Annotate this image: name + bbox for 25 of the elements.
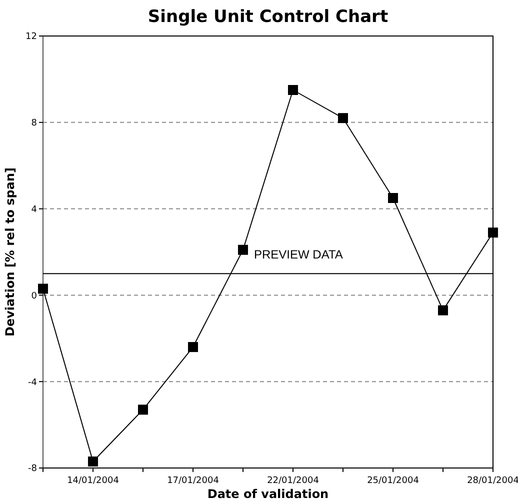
point — [288, 85, 298, 95]
y-tick-label: 0 — [31, 291, 38, 302]
x-tick-label: 14/01/2004 — [67, 476, 120, 486]
point — [238, 244, 248, 255]
point — [388, 193, 398, 203]
point — [338, 113, 348, 124]
y-tick-label: 12 — [26, 32, 37, 42]
x-tick-label: 17/01/2004 — [167, 476, 220, 486]
x-tick-label: 25/01/2004 — [367, 476, 420, 486]
point — [88, 456, 98, 467]
y-tick-label: -8 — [28, 464, 38, 474]
y-tick-label: 8 — [31, 118, 38, 129]
x-axis-title: Date of validation — [207, 487, 329, 501]
ref-line-label: PREVIEW DATA — [254, 248, 343, 262]
y-tick-label: 4 — [31, 204, 38, 215]
point — [138, 404, 148, 415]
x-tick-label: 22/01/2004 — [267, 476, 320, 486]
y-tick-label: -4 — [28, 378, 38, 388]
point — [488, 228, 498, 238]
chart-title: Single Unit Control Chart — [148, 7, 388, 27]
point — [38, 284, 48, 294]
point — [188, 342, 198, 352]
x-tick-label: 28/01/2004 — [467, 476, 518, 486]
point — [438, 305, 448, 316]
y-axis-title: Deviation [% rel to span] — [3, 168, 17, 336]
